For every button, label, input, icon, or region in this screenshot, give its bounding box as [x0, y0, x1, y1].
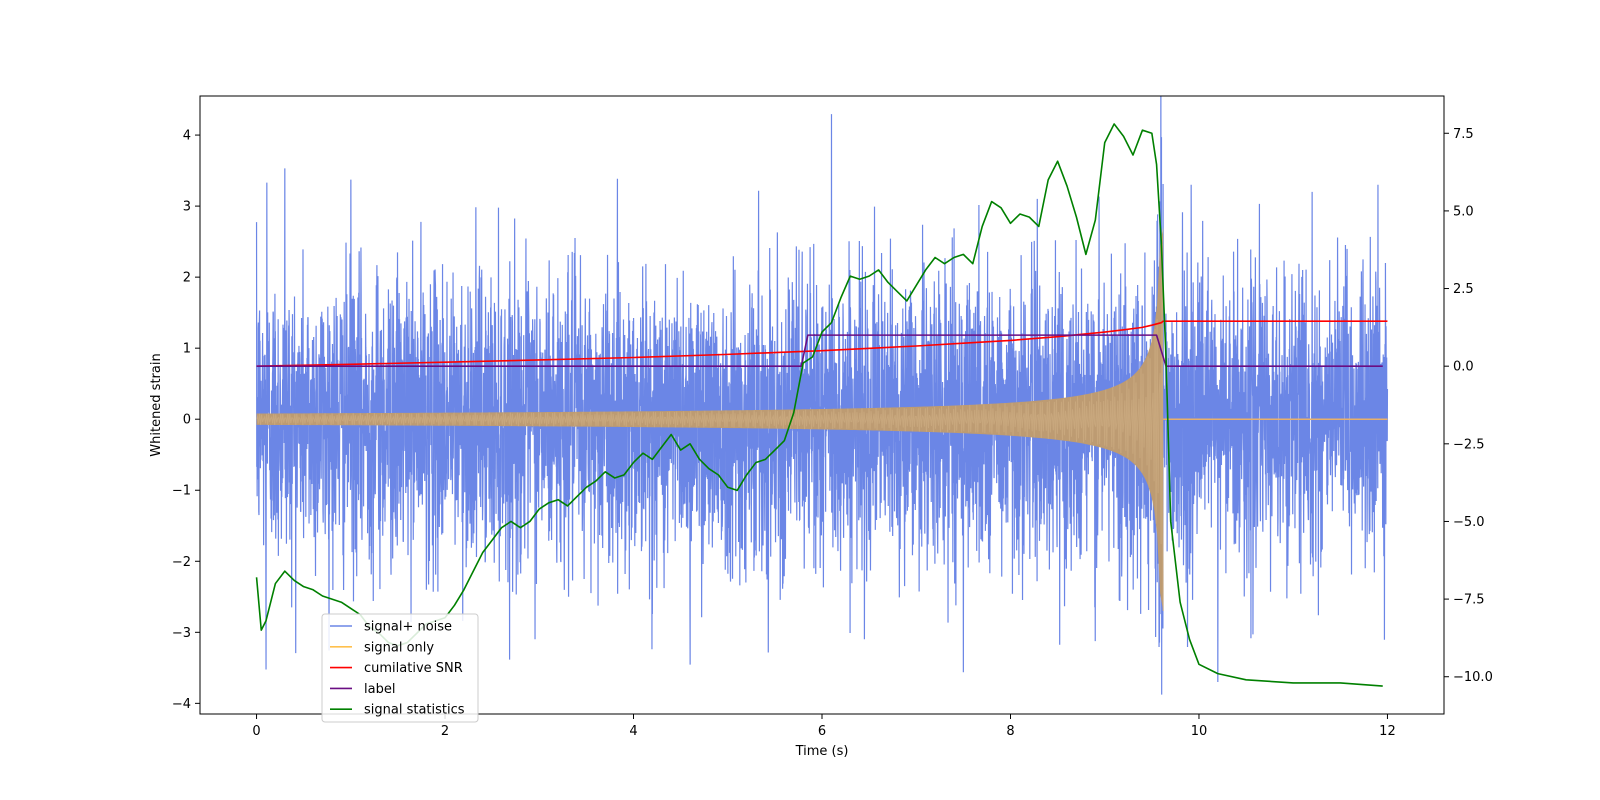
y-axis-right: −10.0 −7.5 −5.0 −2.5 0.0 2.5 5.0 7.5 [1444, 127, 1493, 685]
legend-label-cumilative-snr: cumilative SNR [364, 661, 463, 676]
y-tick-label: 4 [183, 129, 191, 144]
legend: signal+ noise signal only cumilative SNR la… [321, 613, 479, 723]
legend-label-signal-only: signal only [364, 640, 434, 655]
series-cumilative-snr-line [256, 320, 1388, 367]
y-axis-label: Whitened strain [149, 353, 164, 456]
series-signal-only-line [256, 244, 1164, 611]
series-label-line [256, 334, 1383, 367]
x-tick-label: 10 [1191, 724, 1208, 739]
y-tick-label: 3 [183, 200, 191, 215]
y-tick-label: −1 [172, 484, 191, 499]
y2-tick-label: −5.0 [1453, 515, 1485, 530]
y2-tick-label: 7.5 [1453, 127, 1474, 142]
y2-tick-label: 2.5 [1453, 282, 1474, 297]
legend-label-signal-noise: signal+ noise [364, 620, 452, 635]
y2-tick-label: −10.0 [1453, 670, 1493, 685]
x-tick-label: 2 [441, 724, 449, 739]
legend-box [321, 613, 479, 723]
x-tick-label: 4 [629, 724, 637, 739]
legend-label-signal-statistics: signal statistics [364, 703, 465, 718]
y-axis-left: −4 −3 −2 −1 0 1 2 3 4 [172, 129, 200, 712]
y2-tick-label: −7.5 [1453, 593, 1485, 608]
x-tick-label: 0 [252, 724, 260, 739]
legend-label-label: label [364, 682, 395, 697]
x-tick-label: 6 [818, 724, 826, 739]
y-tick-label: 0 [183, 413, 191, 428]
y-tick-label: −3 [172, 626, 191, 641]
x-axis: 0 2 4 6 8 10 12 [252, 714, 1396, 739]
y-tick-label: −4 [172, 697, 191, 712]
x-tick-label: 12 [1379, 724, 1396, 739]
x-tick-label: 8 [1006, 724, 1014, 739]
y2-tick-label: −2.5 [1453, 437, 1485, 452]
x-axis-label: Time (s) [795, 744, 849, 759]
series-signal-noise-line [255, 96, 1389, 695]
y-tick-label: 2 [183, 271, 191, 286]
y2-tick-label: 0.0 [1453, 360, 1474, 375]
y-tick-label: 1 [183, 342, 191, 357]
y-tick-label: −2 [172, 555, 191, 570]
y2-tick-label: 5.0 [1453, 204, 1474, 219]
